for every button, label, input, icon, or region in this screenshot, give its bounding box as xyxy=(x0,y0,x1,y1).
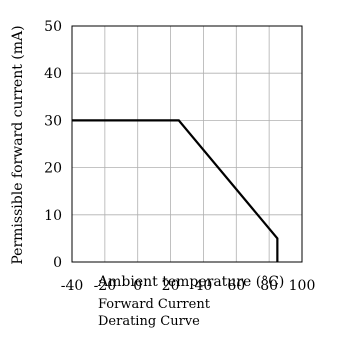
y-tick-label: 10 xyxy=(44,208,62,224)
x-tick-label: 20 xyxy=(162,278,180,294)
y-tick-label: 40 xyxy=(44,66,62,82)
x-tick-label: 40 xyxy=(195,278,213,294)
x-tick-label: 60 xyxy=(227,278,245,294)
y-tick-label: 0 xyxy=(53,255,62,271)
x-tick-label: 100 xyxy=(289,278,316,294)
y-tick-label: 20 xyxy=(44,161,62,177)
y-axis-label: Permissible forward current (mA) xyxy=(10,25,26,264)
plot-frame xyxy=(71,25,303,263)
series-layer xyxy=(72,119,279,262)
x-tick-label: -40 xyxy=(61,278,84,294)
x-tick-label: 0 xyxy=(133,278,142,294)
series-line-0 xyxy=(72,119,279,262)
x-tick-label: -20 xyxy=(94,278,117,294)
caption-line-2: Derating Curve xyxy=(98,314,200,329)
y-tick-labels: 0 10 20 30 40 50 xyxy=(44,19,62,271)
y-tick-label: 30 xyxy=(44,113,62,129)
y-tick-label: 50 xyxy=(44,19,62,35)
x-axis-label: Ambient temperature (°C) xyxy=(97,274,284,290)
caption-line-1: Forward Current xyxy=(98,297,210,312)
x-tick-label: 80 xyxy=(260,278,278,294)
x-tick-labels: -40 -20 0 20 40 60 80 100 xyxy=(61,278,316,294)
